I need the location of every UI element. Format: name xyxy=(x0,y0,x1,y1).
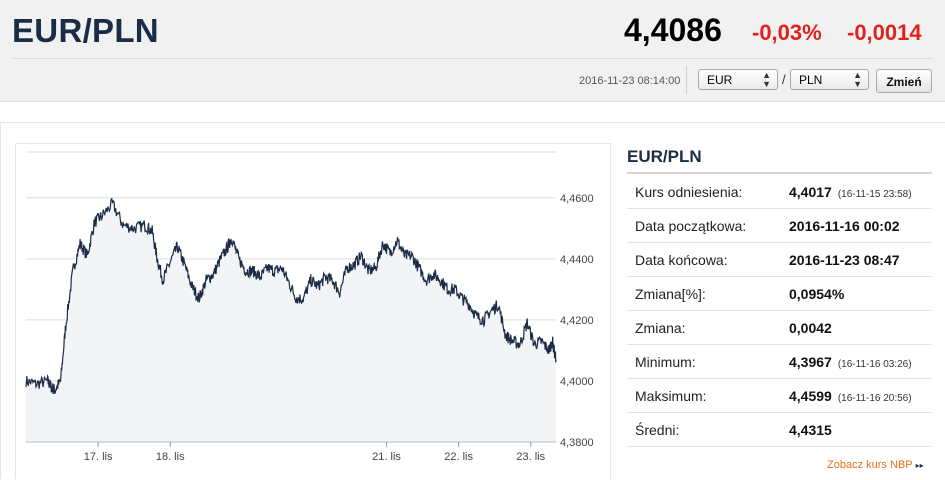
stats-row: Kurs odniesienia: 4,4017 (16-11-15 23:58) xyxy=(627,175,932,209)
x-tick-label: 17. lis xyxy=(84,451,113,463)
select-arrows-icon: ▲ ▼ xyxy=(853,70,862,89)
stats-label: Data końcowa: xyxy=(635,252,728,268)
stats-value-text: 4,4599 xyxy=(789,388,832,404)
stats-value: 2016-11-16 00:02 xyxy=(789,218,900,234)
double-arrow-icon: ▸▸ xyxy=(915,461,924,470)
stats-label: Data początkowa: xyxy=(635,218,747,234)
exchange-rate-chart: 4,3800 4,4000 4,4200 4,4400 4,4600 17. lis 18.… xyxy=(25,151,594,463)
quote-timestamp: 2016-11-23 08:14:00 xyxy=(579,75,681,87)
stats-label: Zmiana: xyxy=(635,320,686,336)
nbp-link-label: Zobacz kurs NBP xyxy=(827,459,913,471)
select-arrows-icon: ▲ ▼ xyxy=(762,70,771,89)
page-title: EUR/PLN xyxy=(12,12,159,49)
stats-value: 4,4599 (16-11-16 20:56) xyxy=(789,388,912,404)
change-button[interactable]: Zmień xyxy=(876,69,932,93)
x-tick-label: 23. lis xyxy=(516,451,545,463)
stats-timestamp-note: (16-11-16 20:56) xyxy=(837,393,912,404)
stats-row: Maksimum: 4,4599 (16-11-16 20:56) xyxy=(627,379,932,413)
current-rate: 4,4086 xyxy=(624,12,722,48)
toolbar-separator xyxy=(686,66,687,94)
stats-label: Kurs odniesienia: xyxy=(635,184,743,200)
y-tick-label: 4,4200 xyxy=(560,315,594,327)
stats-value-text: 4,3967 xyxy=(789,354,832,370)
stats-value-text: 2016-11-23 08:47 xyxy=(789,252,900,268)
stats-value-text: 0,0042 xyxy=(789,320,832,336)
stats-row: Minimum: 4,3967 (16-11-16 03:26) xyxy=(627,345,932,379)
change-absolute: -0,0014 xyxy=(847,20,922,45)
stats-value-text: 0,0954% xyxy=(789,286,845,302)
stats-value: 4,4017 (16-11-15 23:58) xyxy=(789,184,912,200)
series-line xyxy=(25,197,557,395)
y-tick-label: 4,3800 xyxy=(560,437,594,449)
change-percent: -0,03% xyxy=(752,20,822,45)
stats-timestamp-note: (16-11-15 23:58) xyxy=(837,189,912,200)
y-tick-label: 4,4600 xyxy=(560,193,594,205)
header-divider xyxy=(12,58,933,59)
x-tick-label: 21. lis xyxy=(372,451,401,463)
stats-value: 0,0042 xyxy=(789,320,832,336)
stats-title: EUR/PLN xyxy=(627,147,702,166)
y-tick-label: 4,4000 xyxy=(560,376,594,388)
from-currency-value: EUR xyxy=(707,73,733,87)
stats-row: Zmiana: 0,0042 xyxy=(627,311,932,345)
stats-value: 0,0954% xyxy=(789,286,844,302)
x-tick-label: 22. lis xyxy=(444,451,473,463)
stats-timestamp-note: (16-11-16 03:26) xyxy=(837,359,912,370)
stats-label: Zmiana[%]: xyxy=(635,286,706,302)
stats-value: 2016-11-23 08:47 xyxy=(789,252,900,268)
stats-value-text: 4,4315 xyxy=(789,422,832,438)
quote-header: EUR/PLN 4,4086 -0,03% -0,0014 2016-11-23… xyxy=(0,0,945,102)
stats-row: Średni: 4,4315 xyxy=(627,413,932,447)
content-area xyxy=(0,122,945,479)
stats-row: Zmiana[%]: 0,0954% xyxy=(627,277,932,311)
stats-value: 4,4315 xyxy=(789,422,832,438)
stats-value: 4,3967 (16-11-16 03:26) xyxy=(789,354,912,370)
from-currency-select[interactable]: EUR ▲ ▼ xyxy=(698,69,778,90)
series-area-fill xyxy=(26,198,556,442)
to-currency-value: PLN xyxy=(799,73,823,87)
stats-row: Data początkowa: 2016-11-16 00:02 xyxy=(627,209,932,243)
x-tick-label: 18. lis xyxy=(156,451,185,463)
y-tick-label: 4,4400 xyxy=(560,254,594,266)
stats-value-text: 4,4017 xyxy=(789,184,832,200)
stats-label: Maksimum: xyxy=(635,388,707,404)
stats-label: Minimum: xyxy=(635,354,696,370)
currency-separator: / xyxy=(782,72,786,87)
chart-container: 4,3800 4,4000 4,4200 4,4400 4,4600 17. lis 18.… xyxy=(15,143,611,479)
stats-row: Data końcowa: 2016-11-23 08:47 xyxy=(627,243,932,277)
nbp-rate-link[interactable]: Zobacz kurs NBP ▸▸ xyxy=(827,459,924,471)
stats-divider xyxy=(627,172,932,174)
stats-label: Średni: xyxy=(635,422,680,438)
stats-value-text: 2016-11-16 00:02 xyxy=(789,218,900,234)
to-currency-select[interactable]: PLN ▲ ▼ xyxy=(790,69,869,90)
